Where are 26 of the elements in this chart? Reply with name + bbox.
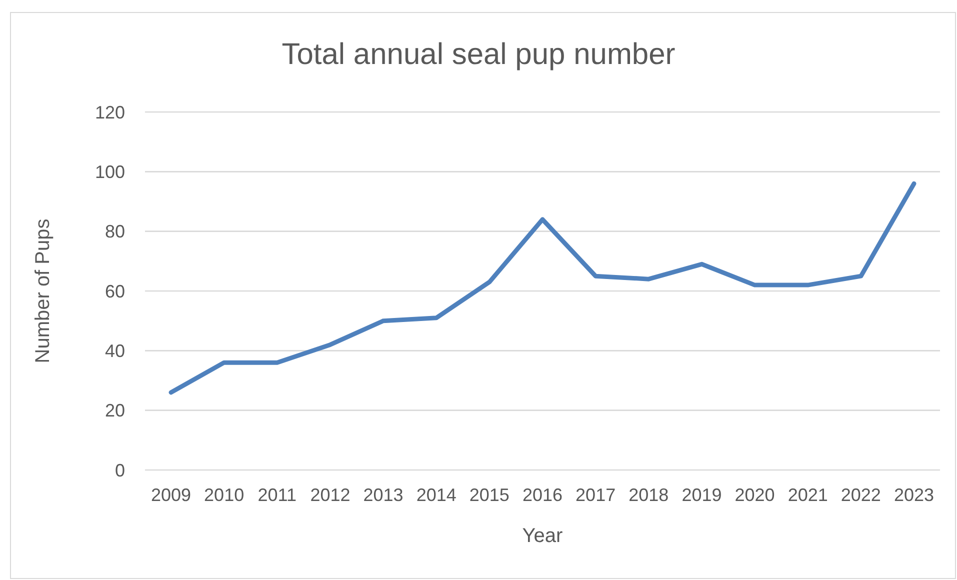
x-tick-label: 2009	[150, 484, 192, 505]
y-tick-label: 40	[104, 341, 125, 362]
y-tick-label: 80	[104, 222, 125, 242]
y-tick-label: 0	[114, 460, 125, 480]
x-tick-label: 2011	[258, 484, 296, 505]
x-tick-label: 2017	[576, 484, 616, 505]
x-tick-label: 2018	[628, 484, 669, 505]
chart-title: Total annual seal pup number	[280, 38, 676, 72]
line-series	[168, 181, 916, 395]
x-tick-label: 2012	[310, 484, 350, 505]
x-tick-label: 2013	[363, 484, 404, 505]
x-tick-label: 2010	[204, 484, 244, 505]
y-tick-label: 60	[104, 281, 125, 302]
x-tick-label: 2020	[734, 484, 775, 505]
x-tick-label: 2019	[682, 484, 722, 505]
x-tick-label: 2022	[840, 484, 881, 505]
x-tick-label: 2023	[894, 484, 934, 505]
x-axis-title: Year	[522, 525, 564, 548]
y-tick-label: 100	[94, 162, 125, 182]
x-tick-label: 2014	[416, 484, 456, 505]
y-tick-label: 20	[104, 400, 125, 421]
x-tick-label: 2021	[788, 484, 828, 505]
y-axis-title: Number of Pups	[32, 218, 54, 364]
x-tick-label: 2016	[522, 484, 563, 505]
x-tick-label: 2015	[469, 484, 510, 505]
y-tick-label: 120	[94, 102, 125, 122]
